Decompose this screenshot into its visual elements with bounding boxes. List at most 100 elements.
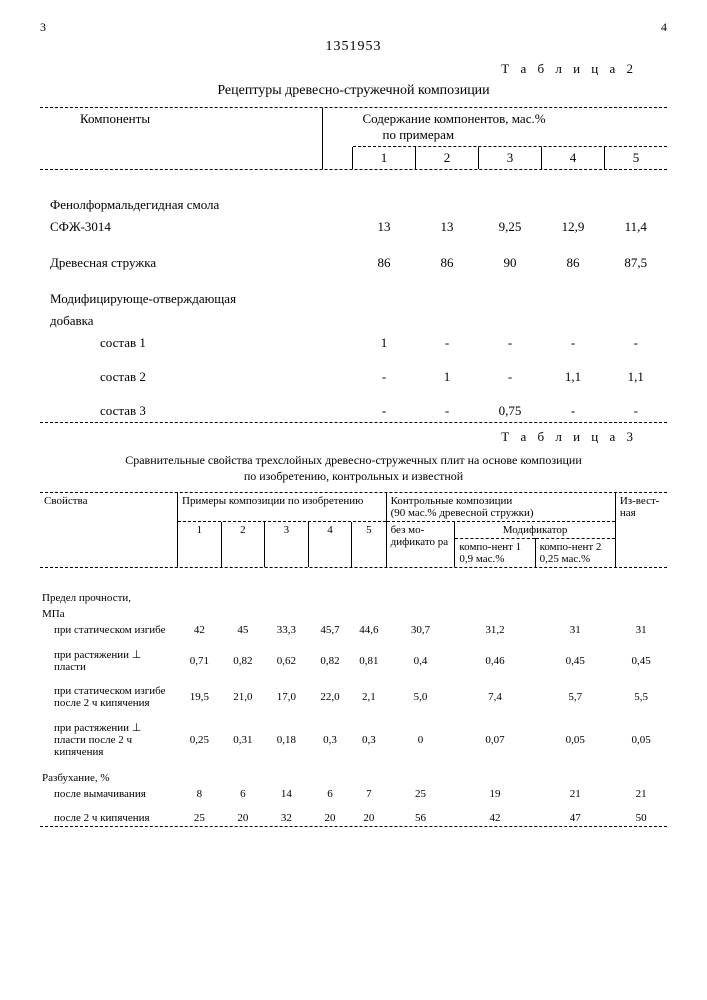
t2-row1a: Фенолформальдегидная смола xyxy=(40,194,667,216)
t2-row3a: Модифицирующе-отверждающая xyxy=(40,288,667,310)
t2-r1-v5: 11,4 xyxy=(605,216,668,238)
t3-p1-6: 31,2 xyxy=(455,622,535,638)
t2-col-by-examples: по примерам xyxy=(363,127,455,142)
t2-col-2: 2 xyxy=(416,147,479,169)
t3-p3-1: 21,0 xyxy=(221,683,265,711)
page-header: 3 4 xyxy=(40,20,667,35)
t3-col-inv: Примеры композиции по изобретению xyxy=(178,493,387,521)
t3-p4-4: 0,3 xyxy=(352,719,386,760)
t3-p3l: при статическом изгибе после 2 ч кипячен… xyxy=(40,683,178,711)
t2-row2: Древесная стружка xyxy=(40,252,322,274)
t3-p5-6: 19 xyxy=(455,786,535,802)
table3-title: Сравнительные свойства трехслойных древе… xyxy=(120,453,587,484)
t3-p3-5: 5,0 xyxy=(386,683,455,711)
t3-p2l: при растяжении ⊥ пласти xyxy=(40,646,178,675)
t3-p3-6: 7,4 xyxy=(455,683,535,711)
t2-r2-v5: 87,5 xyxy=(605,252,668,274)
t2-r3c-v3: 0,75 xyxy=(479,400,542,422)
t3-c1: компо-нент 1 xyxy=(459,541,521,553)
t3-p6-7: 47 xyxy=(535,810,615,826)
t3-p3-2: 17,0 xyxy=(265,683,309,711)
page-num-left: 3 xyxy=(40,20,354,35)
t3-inv3: 3 xyxy=(265,522,309,539)
t3-p5-4: 7 xyxy=(352,786,386,802)
t3-p4-6: 0,07 xyxy=(455,719,535,760)
t2-col-3: 3 xyxy=(479,147,542,169)
t2-col-components: Компоненты xyxy=(40,108,322,147)
document-id: 1351953 xyxy=(40,39,667,55)
t3-p4-1: 0,31 xyxy=(221,719,265,760)
t3-p2-3: 0,82 xyxy=(308,646,352,675)
t3-c1b: 0,9 мас.% xyxy=(459,553,504,565)
t3-p6l: после 2 ч кипячения xyxy=(40,810,178,826)
t2-row3a-l: состав 1 xyxy=(40,332,322,354)
table2-label: Т а б л и ц а 2 xyxy=(40,61,637,77)
t3-pswell: Разбухание, % xyxy=(40,770,667,786)
t3-p4-5: 0 xyxy=(386,719,455,760)
table2-title: Рецептуры древесно-стружечной композиции xyxy=(40,83,667,99)
t3-p1-2: 33,3 xyxy=(265,622,309,638)
t3-p3-8: 5,5 xyxy=(615,683,667,711)
t3-p4-2: 0,18 xyxy=(265,719,309,760)
t3-inv4: 4 xyxy=(308,522,352,539)
t2-col-5: 5 xyxy=(605,147,668,169)
t3-p5-0: 8 xyxy=(178,786,222,802)
t3-p2-8: 0,45 xyxy=(615,646,667,675)
t3-col-known: Из-вест-ная xyxy=(615,493,667,567)
t3-p5-5: 25 xyxy=(386,786,455,802)
t2-col-1: 1 xyxy=(353,147,416,169)
t3-p5-1: 6 xyxy=(221,786,265,802)
t3-p2-1: 0,82 xyxy=(221,646,265,675)
t2-r3b-v1: - xyxy=(353,366,416,388)
t2-r3c-v4: - xyxy=(542,400,605,422)
t2-r1-v4: 12,9 xyxy=(542,216,605,238)
t3-p6-0: 25 xyxy=(178,810,222,826)
t2-r1-v2: 13 xyxy=(416,216,479,238)
t3-p6-1: 20 xyxy=(221,810,265,826)
t2-r3c-v1: - xyxy=(353,400,416,422)
t2-r3b-v2: 1 xyxy=(416,366,479,388)
t3-p3-3: 22,0 xyxy=(308,683,352,711)
t2-r3b-v3: - xyxy=(479,366,542,388)
t3-p1-4: 44,6 xyxy=(352,622,386,638)
t3-p4-7: 0,05 xyxy=(535,719,615,760)
t3-p4-3: 0,3 xyxy=(308,719,352,760)
t3-p5-3: 6 xyxy=(308,786,352,802)
table3-label: Т а б л и ц а 3 xyxy=(40,429,637,445)
t3-p6-5: 56 xyxy=(386,810,455,826)
t2-r3b-v4: 1,1 xyxy=(542,366,605,388)
t2-col-4: 4 xyxy=(542,147,605,169)
t3-p1l: при статическом изгибе xyxy=(40,622,178,638)
t3-c2: компо-нент 2 xyxy=(540,541,602,553)
t2-row1b: СФЖ-3014 xyxy=(40,216,322,238)
t3-p1-5: 30,7 xyxy=(386,622,455,638)
t3-p2-7: 0,45 xyxy=(535,646,615,675)
t3-mod: Модификатор xyxy=(455,522,615,539)
t3-p6-6: 42 xyxy=(455,810,535,826)
t3-p5l: после вымачивания xyxy=(40,786,178,802)
t2-r3a-v2: - xyxy=(416,332,479,354)
t3-col-ctrl2: (90 мас.% древесной стружки) xyxy=(391,507,534,519)
t2-r2-v3: 90 xyxy=(479,252,542,274)
t3-p1-3: 45,7 xyxy=(308,622,352,638)
page-num-right: 4 xyxy=(354,20,668,35)
t3-p2-0: 0,71 xyxy=(178,646,222,675)
table3: Свойства Примеры композиции по изобретен… xyxy=(40,492,667,827)
t3-p6-3: 20 xyxy=(308,810,352,826)
t2-r2-v1: 86 xyxy=(353,252,416,274)
t3-p4-8: 0,05 xyxy=(615,719,667,760)
t3-p4l: при растяжении ⊥ пласти после 2 ч кипяче… xyxy=(40,719,178,760)
t2-r3a-v5: - xyxy=(605,332,668,354)
t3-p1-0: 42 xyxy=(178,622,222,638)
t3-inv2: 2 xyxy=(221,522,265,539)
t3-pstr1: Предел прочности, xyxy=(40,590,667,606)
t3-p4-0: 0,25 xyxy=(178,719,222,760)
t2-r2-v2: 86 xyxy=(416,252,479,274)
t3-p1-1: 45 xyxy=(221,622,265,638)
t3-p5-2: 14 xyxy=(265,786,309,802)
t2-row3c-l: состав 3 xyxy=(40,400,322,422)
table2: Компоненты Содержание компонентов, мас.%… xyxy=(40,107,667,423)
t2-r3b-v5: 1,1 xyxy=(605,366,668,388)
t3-inv1: 1 xyxy=(178,522,222,539)
t2-r3a-v4: - xyxy=(542,332,605,354)
